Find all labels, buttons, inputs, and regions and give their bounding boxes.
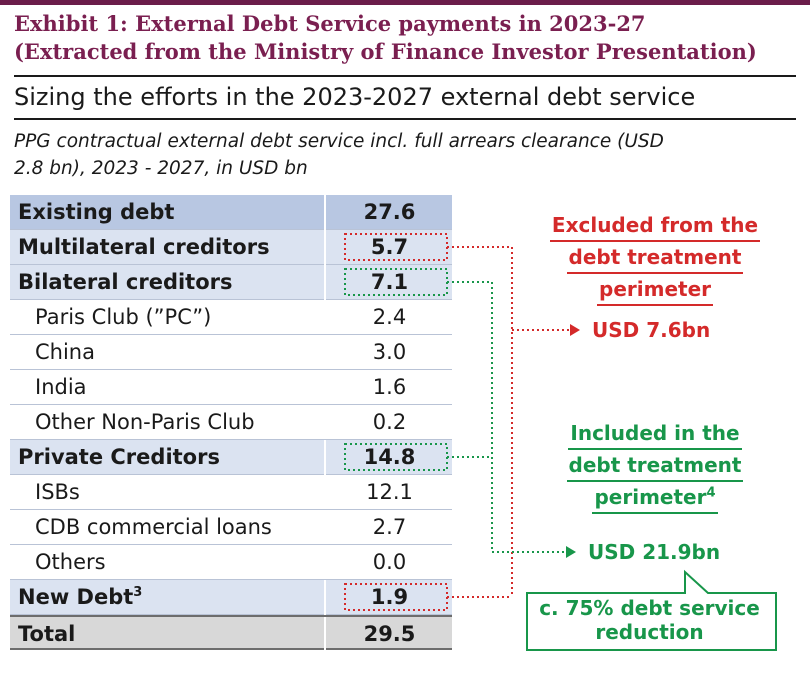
chart-subtitle: Sizing the efforts in the 2023-2027 exte… [14, 83, 696, 111]
callout-line-1: c. 75% debt service [539, 596, 760, 620]
table-row: ISBs 12.1 [10, 475, 452, 510]
row-label-text: ISBs [35, 480, 80, 504]
table-row: China 3.0 [10, 335, 452, 370]
callout-line-2: reduction [595, 620, 704, 644]
row-value: 29.5 [363, 622, 416, 646]
row-label: Paris Club (”PC”) [35, 300, 211, 335]
column-separator [324, 265, 326, 300]
column-separator [324, 580, 326, 615]
row-label-text: CDB commercial loans [35, 515, 272, 539]
row-label: ISBs [35, 475, 80, 510]
included-amount: USD 21.9bn [588, 540, 721, 564]
table-row: Others 0.0 [10, 545, 452, 580]
row-label-text: Paris Club (”PC”) [35, 305, 212, 329]
exhibit-title-line-2: (Extracted from the Ministry of Finance … [14, 39, 757, 64]
exhibit-title-line-1: Exhibit 1: External Debt Service payment… [14, 11, 646, 36]
row-value: 2.4 [372, 305, 407, 329]
column-separator [324, 195, 326, 230]
table-row: Bilateral creditors 7.1 [10, 265, 452, 300]
row-value: 27.6 [363, 200, 416, 224]
row-label-text: Multilateral creditors [18, 235, 270, 259]
row-label: India [35, 370, 87, 405]
included-note-line-1: Included in the [568, 418, 742, 450]
table-row: Other Non-Paris Club 0.2 [10, 405, 452, 440]
excluded-note: Excluded from the debt treatment perimet… [540, 210, 770, 306]
row-label: Bilateral creditors [18, 265, 233, 300]
row-label-text: Others [35, 550, 106, 574]
row-value: 1.9 [370, 585, 409, 609]
row-value: 3.0 [372, 340, 407, 364]
row-label: Total [18, 617, 75, 652]
row-label-text: China [35, 340, 95, 364]
reduction-callout: c. 75% debt service reduction [527, 596, 772, 644]
row-label-text: India [35, 375, 87, 399]
excluded-amount: USD 7.6bn [592, 318, 711, 342]
column-separator [324, 440, 326, 475]
row-value: 7.1 [370, 270, 409, 294]
row-value: 1.6 [372, 375, 407, 399]
row-label-text: Other Non-Paris Club [35, 410, 255, 434]
column-separator [324, 230, 326, 265]
excluded-note-line-1: Excluded from the [549, 210, 761, 242]
column-separator [324, 617, 326, 652]
included-note-footnote: 4 [706, 485, 716, 501]
row-label-text: Existing debt [18, 200, 175, 224]
row-value: 0.2 [372, 410, 407, 434]
included-arrow-head [566, 546, 576, 558]
excluded-note-line-2: debt treatment [566, 242, 744, 274]
row-value: 14.8 [363, 445, 416, 469]
row-label: Other Non-Paris Club [35, 405, 255, 440]
included-note: Included in the debt treatment perimeter… [540, 418, 770, 514]
table-row: Total 29.5 [10, 615, 452, 652]
included-note-line-3-text: perimeter [594, 485, 707, 509]
table-row: New Debt3 1.9 [10, 580, 452, 615]
exhibit-title: Exhibit 1: External Debt Service payment… [14, 10, 804, 66]
row-label: China [35, 335, 95, 370]
row-label: Private Creditors [18, 440, 220, 475]
row-label-text: Bilateral creditors [18, 270, 233, 294]
row-label-text: Private Creditors [18, 445, 220, 469]
row-label-footnote: 3 [133, 585, 143, 600]
row-label-text: New Debt [18, 585, 134, 609]
row-label: CDB commercial loans [35, 510, 272, 545]
table-row: CDB commercial loans 2.7 [10, 510, 452, 545]
row-label: Multilateral creditors [18, 230, 270, 265]
row-value: 0.0 [372, 550, 407, 574]
row-label-text: Total [18, 622, 76, 646]
title-rule [14, 75, 796, 77]
included-note-line-3: perimeter4 [592, 482, 718, 514]
excluded-arrow-head [570, 324, 580, 336]
excluded-note-line-3: perimeter [597, 274, 713, 306]
table-row: Paris Club (”PC”) 2.4 [10, 300, 452, 335]
row-value: 5.7 [370, 235, 409, 259]
caption-line-2: 2.8 bn), 2023 - 2027, in USD bn [14, 158, 308, 179]
chart-caption: PPG contractual external debt service in… [14, 128, 794, 182]
table-row: India 1.6 [10, 370, 452, 405]
subtitle-rule [14, 118, 796, 120]
row-value: 12.1 [366, 480, 413, 504]
table-row: Existing debt 27.6 [10, 195, 452, 230]
table-row: Multilateral creditors 5.7 [10, 230, 452, 265]
row-label: Existing debt [18, 195, 174, 230]
row-label: New Debt3 [18, 580, 142, 615]
included-note-line-2: debt treatment [566, 450, 744, 482]
row-value: 2.7 [372, 515, 407, 539]
table-row: Private Creditors 14.8 [10, 440, 452, 475]
caption-line-1: PPG contractual external debt service in… [14, 131, 664, 152]
row-label: Others [35, 545, 106, 580]
top-accent-bar [0, 0, 810, 5]
